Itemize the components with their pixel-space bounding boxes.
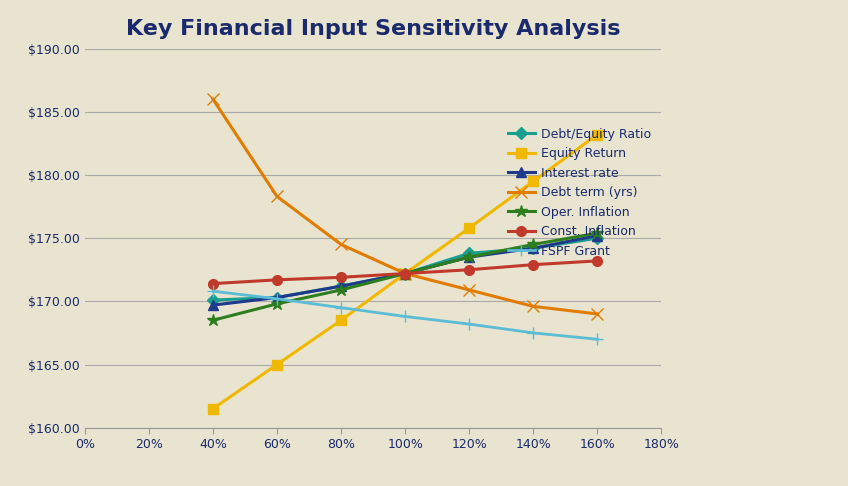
Const. Inflation	[528, 262, 538, 268]
Oper. Inflation	[272, 301, 282, 307]
FSPF Grant	[208, 288, 218, 294]
Legend: Debt/Equity Ratio, Equity Return, Interest rate, Debt term (yrs), Oper. Inflatio: Debt/Equity Ratio, Equity Return, Intere…	[504, 124, 656, 261]
Debt term (yrs)	[464, 287, 474, 293]
Equity Return	[464, 225, 474, 231]
Debt/Equity Ratio	[400, 271, 410, 277]
Interest rate	[400, 271, 410, 277]
Oper. Inflation	[464, 254, 474, 260]
Debt/Equity Ratio	[272, 295, 282, 300]
Const. Inflation	[464, 267, 474, 273]
Debt/Equity Ratio	[336, 283, 346, 289]
Interest rate	[464, 254, 474, 260]
Const. Inflation	[336, 275, 346, 280]
Line: Equity Return: Equity Return	[208, 130, 602, 414]
Debt/Equity Ratio	[464, 250, 474, 256]
Debt term (yrs)	[208, 96, 218, 102]
Const. Inflation	[592, 258, 602, 264]
Debt term (yrs)	[400, 271, 410, 277]
Oper. Inflation	[208, 317, 218, 323]
Interest rate	[336, 283, 346, 289]
Interest rate	[528, 245, 538, 251]
Line: Oper. Inflation: Oper. Inflation	[207, 227, 604, 327]
Equity Return	[528, 178, 538, 184]
Debt term (yrs)	[592, 311, 602, 317]
FSPF Grant	[272, 296, 282, 302]
Oper. Inflation	[400, 271, 410, 277]
Debt term (yrs)	[336, 242, 346, 247]
Line: Const. Inflation: Const. Inflation	[208, 256, 602, 289]
Oper. Inflation	[592, 230, 602, 236]
Debt/Equity Ratio	[528, 245, 538, 251]
Interest rate	[208, 302, 218, 308]
Const. Inflation	[208, 281, 218, 287]
Debt term (yrs)	[272, 193, 282, 199]
Line: Debt term (yrs): Debt term (yrs)	[208, 94, 603, 319]
Equity Return	[208, 406, 218, 412]
Equity Return	[336, 317, 346, 323]
FSPF Grant	[592, 336, 602, 342]
Oper. Inflation	[336, 287, 346, 293]
Equity Return	[272, 362, 282, 367]
FSPF Grant	[400, 313, 410, 319]
Debt/Equity Ratio	[208, 297, 218, 303]
FSPF Grant	[464, 321, 474, 327]
Const. Inflation	[400, 271, 410, 277]
Equity Return	[400, 271, 410, 277]
Line: FSPF Grant: FSPF Grant	[208, 286, 603, 345]
Title: Key Financial Input Sensitivity Analysis: Key Financial Input Sensitivity Analysis	[126, 19, 621, 39]
FSPF Grant	[336, 305, 346, 311]
Interest rate	[592, 233, 602, 239]
FSPF Grant	[528, 330, 538, 336]
Line: Interest rate: Interest rate	[208, 231, 602, 310]
Debt/Equity Ratio	[592, 235, 602, 241]
Const. Inflation	[272, 277, 282, 283]
Equity Return	[592, 132, 602, 138]
Debt term (yrs)	[528, 303, 538, 309]
Oper. Inflation	[528, 242, 538, 247]
Line: Debt/Equity Ratio: Debt/Equity Ratio	[209, 234, 601, 304]
Interest rate	[272, 295, 282, 300]
